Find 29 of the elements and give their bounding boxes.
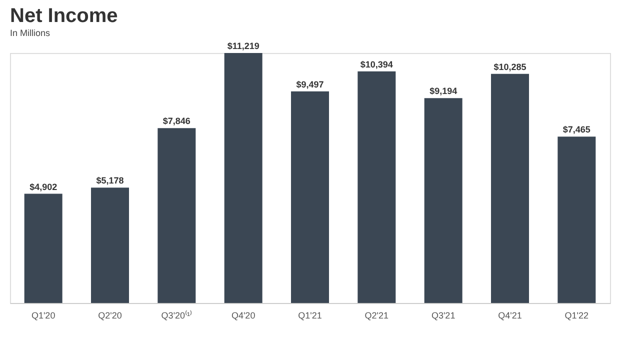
x-tick-label: Q4'20	[231, 310, 256, 320]
x-tick-label: Q1'21	[298, 310, 322, 320]
x-tick-label: Q3'21	[431, 310, 456, 320]
bar	[24, 194, 62, 303]
data-label: $10,394	[360, 59, 393, 70]
x-tick-label: Q1'20	[31, 310, 56, 320]
data-label: $9,194	[430, 86, 458, 96]
bar	[491, 74, 529, 303]
data-label: $7,465	[562, 124, 590, 135]
bar	[224, 53, 262, 303]
bar	[291, 91, 329, 303]
data-label: $4,902	[30, 182, 58, 192]
x-tick-label: Q2'21	[364, 310, 389, 320]
data-label: $11,219	[227, 41, 260, 51]
bar	[558, 136, 596, 303]
chart-title: Net Income	[10, 5, 118, 27]
bar	[91, 188, 129, 303]
bar	[358, 71, 396, 303]
bar	[158, 128, 196, 303]
bar	[424, 98, 462, 303]
x-tick-label: Q3'20⁽¹⁾	[161, 310, 192, 320]
data-label: $7,846	[162, 116, 190, 126]
x-tick-label: Q2'20	[98, 310, 122, 320]
data-label: $10,285	[494, 62, 526, 72]
x-tick-label: Q1'22	[564, 310, 589, 320]
chart-subtitle: In Millions	[10, 28, 51, 38]
data-label: $9,497	[296, 79, 324, 90]
data-label: $5,178	[96, 176, 124, 186]
x-tick-label: Q4'21	[498, 310, 522, 320]
